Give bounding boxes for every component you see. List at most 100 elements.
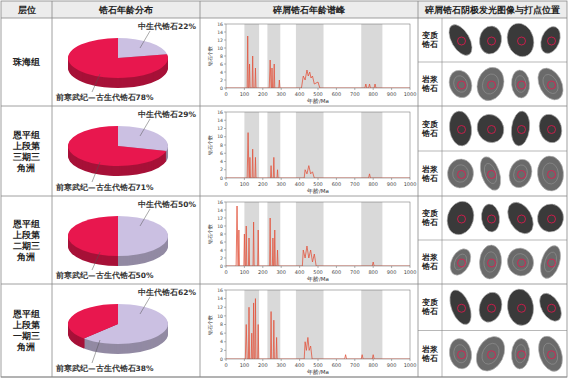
zircon-grain xyxy=(447,337,474,371)
zircon-grain xyxy=(478,25,503,55)
y-tick-label: 2 xyxy=(220,256,223,261)
leader-line xyxy=(92,340,100,363)
y-tick xyxy=(224,307,226,308)
spot xyxy=(458,259,466,267)
y-tick xyxy=(224,178,226,179)
x-tick-label: 500 xyxy=(313,269,323,275)
x-tick-label: 900 xyxy=(387,269,397,275)
y-tick-label: 8 xyxy=(220,54,223,59)
pie-slice xyxy=(68,217,118,257)
y-axis-label: 锆石个数 xyxy=(207,135,213,156)
y-tick xyxy=(224,56,226,57)
x-tick-label: 800 xyxy=(368,181,378,187)
table-line xyxy=(1,106,567,107)
pie-label: 中生代锆石22% xyxy=(138,22,196,31)
x-tick-label: 300 xyxy=(276,91,286,97)
zircon-grain xyxy=(534,333,567,375)
zircon-grain xyxy=(510,69,530,98)
x-tick-label: 300 xyxy=(276,269,286,275)
y-tick-label: 12 xyxy=(217,216,223,221)
figure: 层位锆石年龄分布碎屑锆石年龄谱峰碎屑锆石阴极发光图像与打点位置珠海组中生代锆石2… xyxy=(0,0,568,378)
spot xyxy=(458,37,466,45)
layer-label-line: 二期三 xyxy=(13,241,40,251)
y-tick-label: 2 xyxy=(220,78,223,83)
spot xyxy=(518,351,526,359)
cl-label: 岩浆锆石 xyxy=(421,165,438,183)
y-tick xyxy=(224,128,226,129)
x-tick-label: 700 xyxy=(350,362,360,368)
spot xyxy=(518,259,526,267)
pie-label-name: 中生代锆石 xyxy=(138,110,178,119)
y-tick-label: 4 xyxy=(220,159,223,164)
zircon-zoning xyxy=(514,344,526,363)
plot-frame xyxy=(226,290,410,359)
x-tick-label: 500 xyxy=(313,181,323,187)
spot xyxy=(518,171,526,179)
y-tick-label: 4 xyxy=(220,339,223,344)
spot xyxy=(518,126,526,134)
cl-label-line: 岩浆 xyxy=(421,165,438,174)
y-tick xyxy=(224,226,226,227)
y-tick-label: 4 xyxy=(220,70,223,75)
cl-label-line: 变质 xyxy=(421,297,438,307)
y-tick-label: 10 xyxy=(217,314,223,319)
x-tick-label: 900 xyxy=(387,362,397,368)
x-tick-label: 400 xyxy=(295,91,305,97)
x-tick-label: 600 xyxy=(332,181,342,187)
zircon-grain xyxy=(505,288,535,327)
zircon-grain xyxy=(504,245,538,280)
shaded-range xyxy=(361,202,382,266)
zircon-zoning xyxy=(483,251,498,272)
zircon-grain xyxy=(471,332,511,376)
y-tick xyxy=(224,153,226,154)
x-tick-label: 100 xyxy=(240,269,250,275)
y-tick xyxy=(224,250,226,251)
spot xyxy=(518,81,526,89)
x-tick-label: 700 xyxy=(350,269,360,275)
pie-label-value: 22% xyxy=(178,22,196,31)
x-tick-label: 600 xyxy=(332,91,342,97)
y-tick xyxy=(224,359,226,360)
x-tick-label: 200 xyxy=(258,269,268,275)
x-tick-label: 500 xyxy=(313,91,323,97)
x-tick-label: 400 xyxy=(295,269,305,275)
layer-label-line: 三期三 xyxy=(13,152,40,162)
y-tick-label: 8 xyxy=(220,232,223,237)
y-tick xyxy=(224,234,226,235)
zircon-grain xyxy=(502,198,538,238)
table-line xyxy=(418,240,567,241)
x-tick-label: 800 xyxy=(368,269,378,275)
y-tick-label: 8 xyxy=(220,143,223,148)
zircon-zoning xyxy=(510,252,530,273)
zircon-grain xyxy=(510,338,530,370)
y-tick-label: 14 xyxy=(217,208,223,213)
zircon-grain xyxy=(535,290,566,325)
spot xyxy=(488,171,496,179)
y-axis-label: 锆石个数 xyxy=(207,315,213,336)
pie-label-name: 中生代锆石 xyxy=(138,200,178,209)
pie-label-value: 38% xyxy=(136,364,154,373)
y-tick-label: 10 xyxy=(217,46,223,51)
x-tick-label: 200 xyxy=(258,181,268,187)
table-line xyxy=(1,377,567,378)
y-tick-label: 0 xyxy=(220,86,223,91)
pie-label-value: 50% xyxy=(136,271,154,280)
y-tick-label: 12 xyxy=(217,38,223,43)
y-tick xyxy=(224,218,226,219)
y-tick xyxy=(224,48,226,49)
table-line xyxy=(442,18,443,106)
shaded-range xyxy=(244,112,259,178)
y-tick xyxy=(224,64,226,65)
y-tick xyxy=(224,120,226,121)
table-line xyxy=(442,106,443,196)
layer-label-line: 一期三 xyxy=(13,331,40,341)
y-tick-label: 0 xyxy=(220,176,223,181)
table-line xyxy=(200,1,201,377)
zircon-zoning xyxy=(452,164,469,182)
y-axis-label: 锆石个数 xyxy=(207,224,213,245)
y-tick xyxy=(224,145,226,146)
leader-line xyxy=(92,252,100,270)
spot xyxy=(488,351,496,359)
spot xyxy=(458,304,466,312)
x-tick-label: 0 xyxy=(224,362,227,368)
